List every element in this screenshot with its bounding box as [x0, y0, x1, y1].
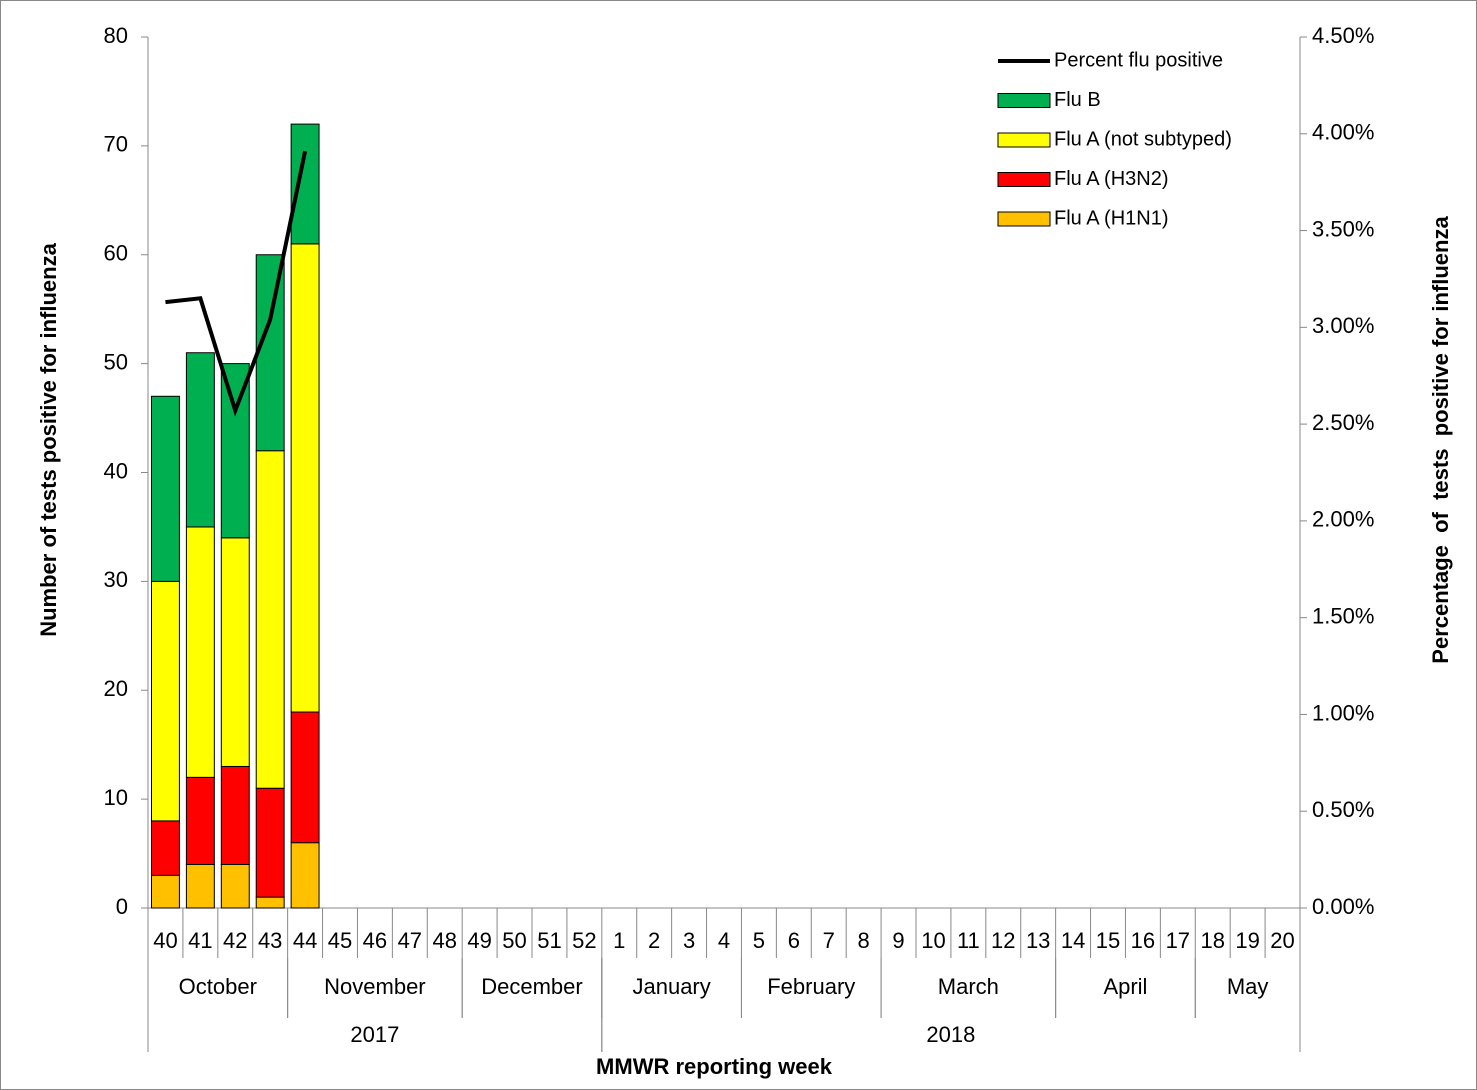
month-label: May	[1227, 974, 1269, 999]
y2-tick-label: 2.00%	[1312, 507, 1374, 532]
bar-segment	[150, 395, 180, 582]
y2-tick-label: 4.00%	[1312, 120, 1374, 145]
x-tick-label: 48	[432, 928, 456, 953]
x-tick-label: 43	[258, 928, 282, 953]
x-tick-label: 18	[1200, 928, 1224, 953]
x-tick-label: 14	[1061, 928, 1085, 953]
y2-tick-label: 0.00%	[1312, 894, 1374, 919]
bar-segment	[150, 874, 180, 909]
legend-swatch	[997, 132, 1051, 148]
bar-segment	[290, 711, 320, 844]
bar-segment	[290, 123, 320, 245]
x-tick-label: 2	[648, 928, 660, 953]
legend-label: Flu A (not subtyped)	[1054, 128, 1232, 150]
y-tick-label: 40	[104, 458, 128, 483]
bar-segment	[255, 896, 285, 909]
bar-segment	[290, 243, 320, 713]
y2-tick-label: 3.50%	[1312, 216, 1374, 241]
month-label: October	[179, 974, 257, 999]
x-tick-label: 12	[991, 928, 1015, 953]
x-tick-label: 13	[1026, 928, 1050, 953]
x-tick-label: 46	[363, 928, 387, 953]
month-label: January	[632, 974, 710, 999]
year-label: 2017	[350, 1022, 399, 1047]
x-tick-label: 19	[1235, 928, 1259, 953]
y-tick-label: 20	[104, 676, 128, 701]
legend-label: Flu A (H1N1)	[1054, 207, 1168, 229]
x-tick-label: 52	[572, 928, 596, 953]
legend-swatch	[997, 211, 1051, 227]
bar-segment	[220, 537, 250, 767]
x-tick-label: 50	[502, 928, 526, 953]
bar-segment	[185, 526, 215, 778]
month-label: November	[324, 974, 425, 999]
month-label: December	[481, 974, 582, 999]
bar-segment	[220, 765, 250, 865]
x-tick-label: 7	[823, 928, 835, 953]
bar-segment	[255, 450, 285, 789]
y-tick-label: 80	[104, 23, 128, 48]
x-tick-label: 20	[1270, 928, 1294, 953]
x-axis-title: MMWR reporting week	[596, 1054, 833, 1079]
legend-label: Flu B	[1054, 89, 1101, 111]
y2-tick-label: 0.50%	[1312, 797, 1374, 822]
bar-segment	[185, 863, 215, 909]
percent-line	[165, 150, 308, 417]
y-tick-label: 0	[116, 894, 128, 919]
x-tick-label: 51	[537, 928, 561, 953]
year-label: 2018	[926, 1022, 975, 1047]
x-tick-label: 49	[467, 928, 491, 953]
y2-tick-label: 3.00%	[1312, 313, 1374, 338]
x-tick-label: 16	[1131, 928, 1155, 953]
x-tick-label: 15	[1096, 928, 1120, 953]
y-tick-label: 30	[104, 567, 128, 592]
y-tick-label: 50	[104, 349, 128, 374]
x-tick-label: 6	[788, 928, 800, 953]
month-label: March	[938, 974, 999, 999]
x-tick-label: 11	[957, 928, 980, 953]
month-label: April	[1103, 974, 1147, 999]
bar-segment	[220, 363, 250, 539]
y-tick-label: 60	[104, 241, 128, 266]
y-axis-title: Number of tests positive for influenza	[36, 242, 61, 636]
y-tick-label: 70	[104, 132, 128, 157]
y2-tick-label: 2.50%	[1312, 410, 1374, 435]
x-tick-label: 9	[892, 928, 904, 953]
x-tick-label: 44	[293, 928, 317, 953]
x-tick-label: 8	[858, 928, 870, 953]
x-tick-label: 17	[1166, 928, 1190, 953]
x-tick-label: 41	[188, 928, 212, 953]
y2-tick-label: 1.00%	[1312, 700, 1374, 725]
x-tick-label: 40	[153, 928, 177, 953]
month-label: February	[767, 974, 855, 999]
bar-segment	[220, 863, 250, 909]
legend-label: Flu A (H3N2)	[1054, 168, 1168, 190]
legend-swatch	[997, 93, 1051, 108]
bar-segment	[185, 352, 215, 528]
y2-tick-label: 4.50%	[1312, 23, 1374, 48]
x-tick-label: 45	[328, 928, 352, 953]
bar-segment	[150, 580, 180, 822]
y2-tick-label: 1.50%	[1312, 603, 1374, 628]
legend-swatch	[997, 172, 1051, 187]
x-tick-label: 5	[753, 928, 765, 953]
bar-segment	[150, 820, 180, 876]
bar-segment	[255, 254, 285, 452]
x-tick-label: 1	[613, 928, 625, 953]
x-tick-label: 42	[223, 928, 247, 953]
x-tick-label: 4	[718, 928, 730, 953]
bar-segment	[255, 787, 285, 898]
bar-segment	[185, 776, 215, 865]
x-tick-label: 10	[921, 928, 945, 953]
bar-segment	[290, 842, 320, 909]
y-tick-label: 10	[104, 785, 128, 810]
x-tick-label: 3	[683, 928, 695, 953]
x-tick-label: 47	[398, 928, 422, 953]
legend-label: Percent flu positive	[1054, 49, 1223, 71]
y2-axis-title: Percentage of tests positive for influen…	[1428, 216, 1453, 664]
